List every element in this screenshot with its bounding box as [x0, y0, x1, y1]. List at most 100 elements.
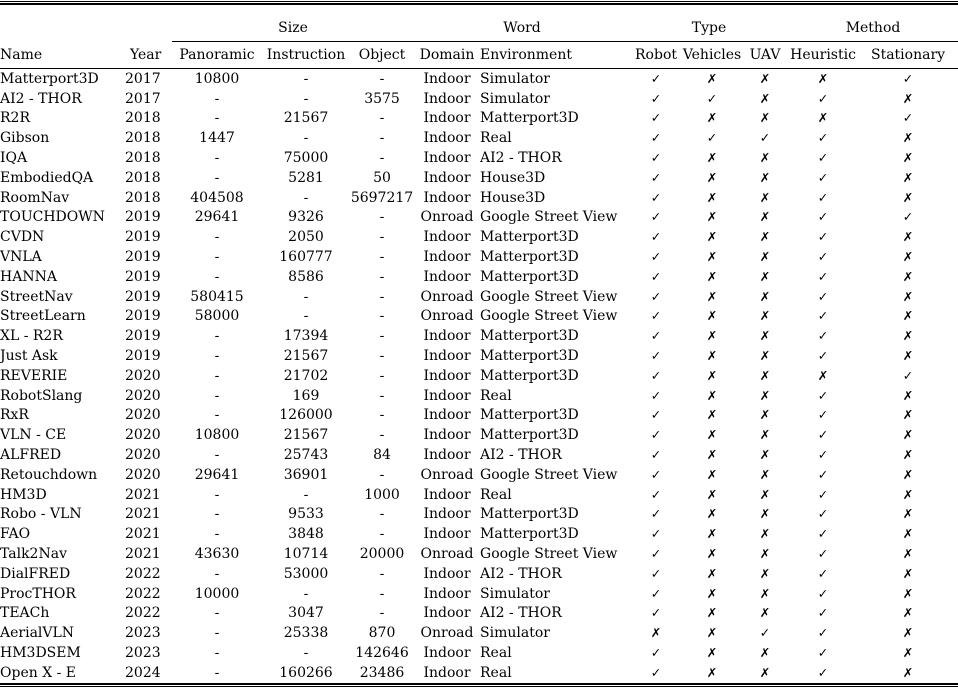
cell-panoramic: -	[214, 506, 220, 523]
cell-uav: ✗	[742, 425, 788, 445]
cross-icon: ✗	[902, 407, 914, 423]
cell-environment: Matterport3D	[480, 268, 579, 285]
cell-environment: Google Street View	[480, 209, 618, 226]
check-icon: ✓	[817, 605, 829, 621]
cell-robot: ✓	[630, 208, 682, 228]
cell-environment: Simulator	[480, 625, 550, 642]
table-body: Matterport3D 2017 10800 - - Indoor Simulator ✓ ✗…	[0, 69, 958, 683]
cross-icon: ✗	[759, 387, 771, 403]
cell-object: 20000	[359, 546, 405, 563]
cell-vehicles: ✗	[682, 524, 742, 544]
check-icon: ✓	[650, 546, 662, 562]
cell-robot: ✓	[630, 247, 682, 267]
cell-object: 50	[373, 169, 391, 186]
cell-object: -	[379, 229, 385, 246]
check-icon: ✓	[650, 526, 662, 542]
cell-uav: ✗	[742, 227, 788, 247]
cross-icon: ✗	[759, 605, 771, 621]
cell-name: AI2 - THOR	[0, 90, 82, 107]
cell-stationary: ✗	[858, 168, 958, 188]
cell-panoramic: 29641	[194, 466, 240, 483]
cell-environment: Real	[480, 486, 512, 503]
cell-uav: ✗	[742, 584, 788, 604]
table-row: RxR 2020 - 126000 - Indoor Matterport3D ✓ ✗ ✗ ✓ ✗	[0, 406, 958, 426]
cell-heuristic: ✓	[788, 267, 858, 287]
sub-header-vehicles: Vehicles	[682, 41, 743, 69]
check-icon: ✓	[650, 150, 662, 166]
cross-icon: ✗	[759, 70, 771, 86]
check-icon: ✓	[817, 387, 829, 403]
cross-icon: ✗	[706, 110, 718, 126]
cell-name: AerialVLN	[0, 625, 75, 642]
cell-environment: AI2 - THOR	[480, 150, 562, 167]
cell-instruction: 36901	[283, 466, 329, 483]
cell-domain: Indoor	[423, 387, 471, 404]
cell-panoramic: 10800	[194, 427, 240, 444]
table-row: StreetNav 2019 580415 - - Onroad Google Street…	[0, 287, 958, 307]
cell-stationary: ✗	[858, 465, 958, 485]
cell-vehicles: ✗	[682, 406, 742, 426]
table-row: REVERIE 2020 - 21702 - Indoor Matterport3D ✓ ✗ ✗ ✗…	[0, 366, 958, 386]
cell-instruction: 160266	[279, 664, 333, 681]
table-row: TOUCHDOWN 2019 29641 9326 - Onroad Google Stre…	[0, 208, 958, 228]
table-row: Gibson 2018 1447 - - Indoor Real ✓ ✓ ✓ ✓ ✗	[0, 128, 958, 148]
cell-stationary: ✗	[858, 346, 958, 366]
cell-uav: ✗	[742, 287, 788, 307]
check-icon: ✓	[650, 90, 662, 106]
table-row: ALFRED 2020 - 25743 84 Indoor AI2 - THOR ✓ ✗ ✗ ✓ ✗	[0, 445, 958, 465]
check-icon: ✓	[817, 229, 829, 245]
cell-panoramic: -	[214, 110, 220, 127]
cell-stationary: ✗	[858, 148, 958, 168]
table-row: IQA 2018 - 75000 - Indoor AI2 - THOR ✓ ✗ ✗ ✓ ✗	[0, 148, 958, 168]
table-row: VNLA 2019 - 160777 - Indoor Matterport3D ✓ ✗ ✗ ✓ ✗	[0, 247, 958, 267]
cell-instruction: 3047	[288, 605, 324, 622]
cell-domain: Indoor	[423, 90, 471, 107]
cross-icon: ✗	[759, 90, 771, 106]
table-row: Just Ask 2019 - 21567 - Indoor Matterport3D ✓ ✗ ✗…	[0, 346, 958, 366]
check-icon: ✓	[817, 486, 829, 502]
cell-object: -	[379, 387, 385, 404]
cell-robot: ✓	[630, 505, 682, 525]
cell-vehicles: ✗	[682, 148, 742, 168]
cell-instruction: 17394	[283, 328, 329, 345]
cell-stationary: ✗	[858, 524, 958, 544]
cell-name: Robo - VLN	[0, 506, 82, 523]
cell-instruction: 75000	[283, 150, 329, 167]
cell-panoramic: 580415	[190, 288, 244, 305]
cell-name: HM3DSEM	[0, 645, 81, 661]
cell-year: 2018	[125, 150, 161, 167]
cell-heuristic: ✗	[788, 109, 858, 129]
cross-icon: ✗	[759, 526, 771, 542]
cell-heuristic: ✓	[788, 485, 858, 505]
cell-instruction: 21702	[283, 367, 329, 384]
cell-stationary: ✗	[858, 227, 958, 247]
cell-panoramic: -	[214, 348, 220, 365]
cell-panoramic: 29641	[194, 209, 240, 226]
cell-vehicles: ✓	[682, 128, 742, 148]
group-header-word: Word	[414, 5, 631, 42]
cell-object: -	[379, 70, 385, 87]
table-row: XL - R2R 2019 - 17394 - Indoor Matterport3D ✓ ✗ ✗…	[0, 326, 958, 346]
cross-icon: ✗	[759, 328, 771, 344]
cell-vehicles: ✗	[682, 505, 742, 525]
table-row: DialFRED 2022 - 53000 - Indoor AI2 - THOR ✓ ✗ ✗ ✓ ✗	[0, 564, 958, 584]
cell-stationary: ✗	[858, 425, 958, 445]
check-icon: ✓	[817, 585, 829, 601]
check-icon: ✓	[817, 348, 829, 364]
cell-object: 142646	[355, 645, 409, 661]
cell-environment: AI2 - THOR	[480, 605, 562, 622]
sub-header-object: Object	[350, 41, 415, 69]
cell-heuristic: ✓	[788, 208, 858, 228]
cross-icon: ✗	[706, 605, 718, 621]
check-icon: ✓	[817, 645, 829, 660]
check-icon: ✓	[650, 664, 662, 680]
cell-instruction: 9326	[288, 209, 324, 226]
cell-robot: ✓	[630, 89, 682, 109]
cell-instruction: -	[303, 308, 309, 325]
check-icon: ✓	[817, 268, 829, 284]
cell-domain: Indoor	[423, 70, 471, 87]
cell-vehicles: ✗	[682, 208, 742, 228]
cell-heuristic: ✓	[788, 307, 858, 327]
cell-environment: Simulator	[480, 90, 550, 107]
cell-vehicles: ✗	[682, 425, 742, 445]
